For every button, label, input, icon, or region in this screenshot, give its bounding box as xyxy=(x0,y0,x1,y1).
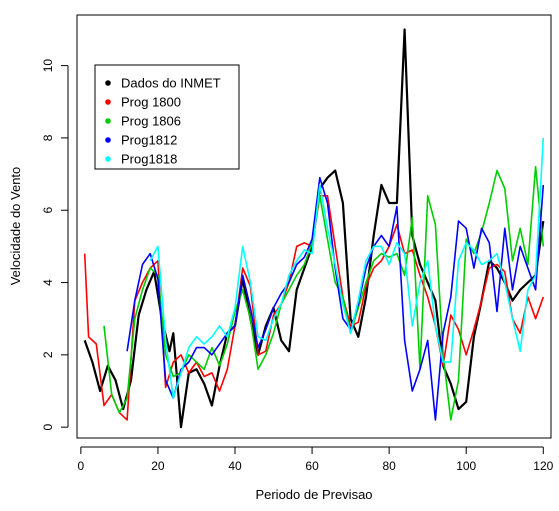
x-tick-label: 60 xyxy=(305,459,319,473)
plot-frame xyxy=(76,14,552,439)
legend: Dados do INMET Prog 1800 Prog 1806 Prog1812… xyxy=(94,64,240,170)
y-tick-label: 2 xyxy=(41,351,55,358)
x-tick-label: 80 xyxy=(382,459,396,473)
x-tick-label: 100 xyxy=(456,459,476,473)
y-tick-label: 6 xyxy=(41,207,55,214)
y-axis: 0 2 4 6 8 10 xyxy=(41,59,69,431)
legend-marker-4 xyxy=(105,156,111,162)
x-tick-label: 0 xyxy=(78,459,85,473)
y-tick-label: 4 xyxy=(41,279,55,286)
legend-marker-2 xyxy=(105,118,111,124)
legend-label-4: Prog1818 xyxy=(121,152,177,167)
x-tick-label: 40 xyxy=(228,459,242,473)
legend-marker-1 xyxy=(105,99,111,105)
x-axis-title: Periodo de Previsao xyxy=(255,487,372,502)
legend-box xyxy=(94,64,240,170)
legend-marker-0 xyxy=(105,80,111,86)
y-axis-title: Velocidade do Vento xyxy=(8,167,23,286)
y-tick-label: 10 xyxy=(41,59,55,73)
series-line-4 xyxy=(149,137,545,400)
x-tick-label: 20 xyxy=(151,459,165,473)
x-axis: 0 20 40 60 80 100 120 xyxy=(78,446,554,473)
series-layer xyxy=(83,28,545,429)
legend-label-3: Prog1812 xyxy=(121,133,177,148)
legend-label-0: Dados do INMET xyxy=(121,76,221,91)
legend-marker-3 xyxy=(105,137,111,143)
legend-label-2: Prog 1806 xyxy=(121,114,181,129)
legend-label-1: Prog 1800 xyxy=(121,95,181,110)
y-tick-label: 8 xyxy=(41,134,55,141)
x-tick-label: 120 xyxy=(533,459,553,473)
series-line-1 xyxy=(83,195,545,421)
y-tick-label: 0 xyxy=(41,424,55,431)
